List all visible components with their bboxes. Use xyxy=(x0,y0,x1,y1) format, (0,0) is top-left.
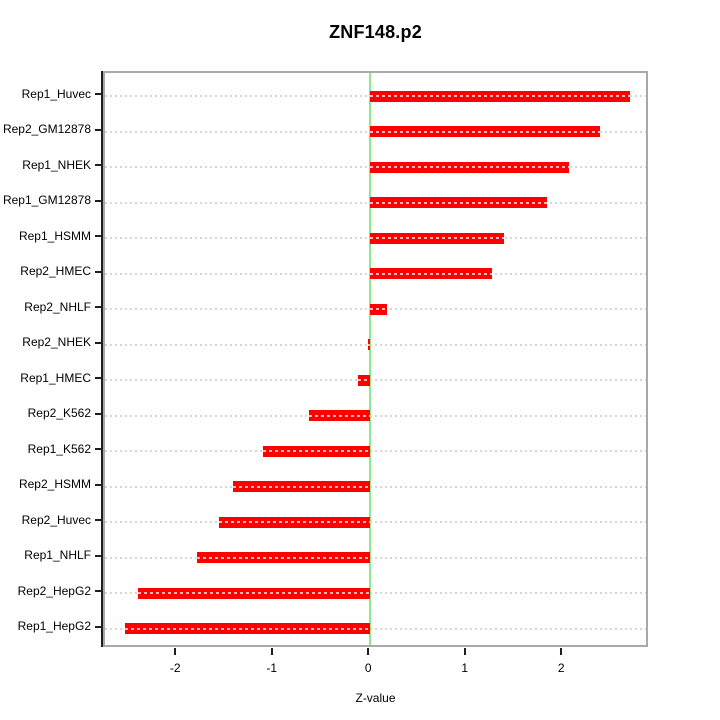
y-tick-label-Rep1_Huvec: Rep1_Huvec xyxy=(21,86,91,101)
y-tick-label-Rep1_GM12878: Rep1_GM12878 xyxy=(2,193,91,207)
x-tick xyxy=(367,648,370,655)
bar-Rep1_NHEK xyxy=(370,161,570,173)
grid-line xyxy=(105,556,646,559)
bar-Rep1_HepG2 xyxy=(125,623,371,634)
x-tick xyxy=(270,648,273,655)
y-tick-label-Rep2_GM12878: Rep2_GM12878 xyxy=(2,122,91,136)
y-tick xyxy=(95,483,103,486)
bar-Rep1_HSMM xyxy=(370,232,505,244)
y-tick xyxy=(95,377,103,379)
y-tick xyxy=(95,412,103,415)
y-tick xyxy=(95,519,103,521)
y-tick xyxy=(95,199,103,202)
bar-Rep2_Huvec xyxy=(218,516,371,528)
y-tick-label-Rep1_HMEC: Rep1_HMEC xyxy=(20,370,91,385)
y-tick xyxy=(95,306,103,308)
bar-Rep1_HMEC xyxy=(357,374,371,386)
x-tick-label: 0 xyxy=(364,661,372,675)
x-tick xyxy=(463,648,466,655)
y-tick-label-Rep2_K562: Rep2_K562 xyxy=(27,406,91,420)
y-tick-label-Rep1_K562: Rep1_K562 xyxy=(27,441,91,456)
grid-line xyxy=(105,343,646,346)
x-tick-label: 2 xyxy=(557,661,565,675)
x-tick-label: -2 xyxy=(169,661,181,675)
y-tick-label-Rep2_Huvec: Rep2_Huvec xyxy=(21,512,91,527)
y-tick-label-Rep2_NHLF: Rep2_NHLF xyxy=(24,299,91,314)
bar-Rep1_GM12878 xyxy=(370,197,547,208)
y-tick-label-Rep1_HepG2: Rep1_HepG2 xyxy=(17,619,91,633)
y-tick xyxy=(95,235,103,237)
grid-line xyxy=(105,414,646,417)
x-tick-label: -1 xyxy=(266,661,278,675)
grid-line xyxy=(105,627,646,630)
x-axis-title: Z-value xyxy=(355,691,396,705)
y-tick-label-Rep1_HSMM: Rep1_HSMM xyxy=(18,228,91,243)
y-tick xyxy=(95,164,103,166)
bar-Rep2_NHLF xyxy=(370,303,388,315)
x-tick xyxy=(560,648,563,655)
y-tick-label-Rep1_NHEK: Rep1_NHEK xyxy=(22,157,91,172)
bar-Rep2_HepG2 xyxy=(137,587,371,599)
y-axis-line xyxy=(101,71,103,647)
zero-baseline xyxy=(369,73,372,645)
bar-Rep2_HSMM xyxy=(233,481,371,492)
bar-Rep2_NHEK xyxy=(368,339,371,350)
y-tick-label-Rep2_HSMM: Rep2_HSMM xyxy=(18,477,91,491)
y-tick xyxy=(95,128,103,131)
y-tick xyxy=(95,590,103,592)
grid-line xyxy=(105,521,646,523)
y-tick xyxy=(95,554,103,557)
bar-Rep1_K562 xyxy=(263,445,371,457)
bar-Rep1_Huvec xyxy=(370,90,630,102)
y-tick-label-Rep2_HepG2: Rep2_HepG2 xyxy=(17,583,91,598)
plot-area xyxy=(103,71,648,647)
y-tick xyxy=(95,270,103,273)
bar-Rep2_K562 xyxy=(308,410,371,421)
y-tick-label-Rep1_NHLF: Rep1_NHLF xyxy=(24,548,91,562)
bar-Rep1_NHLF xyxy=(196,552,371,563)
y-tick-label-Rep2_NHEK: Rep2_NHEK xyxy=(22,335,91,349)
y-tick xyxy=(95,93,103,95)
grid-line xyxy=(105,485,646,488)
grid-line xyxy=(105,450,646,452)
chart-title: ZNF148.p2 xyxy=(329,22,422,42)
x-tick xyxy=(174,648,177,655)
bar-Rep2_GM12878 xyxy=(370,126,600,137)
grid-line xyxy=(105,592,646,594)
y-tick xyxy=(95,448,103,450)
y-tick-label-Rep2_HMEC: Rep2_HMEC xyxy=(20,264,91,278)
bar-Rep2_HMEC xyxy=(370,268,492,279)
x-tick-label: 1 xyxy=(461,661,469,675)
grid-line xyxy=(105,379,646,381)
y-tick xyxy=(95,625,103,628)
y-tick xyxy=(95,341,103,344)
